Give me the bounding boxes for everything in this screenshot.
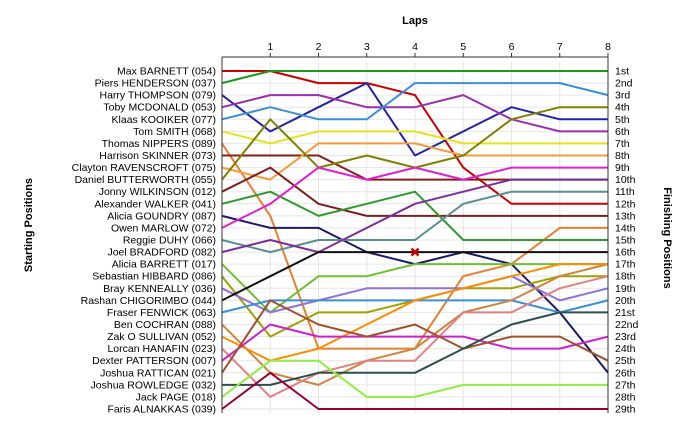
finishing-position-label: 26th [615,367,636,379]
starting-position-label: Thomas NIPPERS (089) [102,138,216,150]
starting-position-labels: Max BARNETT (054)Piers HENDERSON (037)Ha… [72,66,216,416]
finishing-position-label: 19th [615,283,636,295]
finishing-position-label: 13th [615,210,636,222]
starting-position-label: Zak O SULLIVAN (052) [107,331,216,343]
starting-position-label: Klaas KOOIKER (077) [112,114,216,126]
starting-position-label: Joshua ROWLEDGE (032) [91,379,216,391]
finishing-position-label: 16th [615,247,636,259]
series-line [222,311,608,386]
series-line [221,263,608,362]
starting-position-label: Jonny WILKINSON (012) [99,186,216,198]
x-axis-title: Laps [402,15,428,27]
axes [221,53,609,413]
series-line [221,178,608,254]
starting-position-label: Jack PAGE (018) [136,391,216,403]
series-line [222,70,608,205]
series-line [221,371,608,410]
starting-position-label: Bray KENNEALLY (036) [103,283,216,295]
finishing-position-label: 3rd [615,90,630,102]
x-tick-label: 8 [605,41,611,53]
starting-position-label: Joel BRADFORD (082) [107,247,216,259]
series-line [221,130,608,145]
finishing-position-label: 18th [615,271,636,283]
finishing-position-label: 8th [615,150,630,162]
finishing-position-label: 15th [615,235,636,247]
starting-position-label: Piers HENDERSON (037) [95,78,216,90]
x-tick-label: 2 [316,41,322,53]
finishing-position-label: 14th [615,222,636,234]
finishing-position-labels: 1st2nd3rd4th5th6th7th8th9th10th11th12th1… [615,66,639,416]
finishing-position-label: 1st [615,66,629,78]
starting-position-label: Daniel BUTTERWORTH (055) [75,174,216,186]
starting-position-label: Alicia BARRETT (017) [112,259,216,271]
finishing-position-label: 25th [615,355,636,367]
finishing-position-label: 11th [615,186,635,198]
finishing-position-label: 28th [615,391,636,403]
series-line [221,190,608,254]
starting-position-label: Rashan CHIGORIMBO (044) [81,295,216,307]
starting-position-label: Clayton RAVENSCROFT (075) [72,162,216,174]
series-line [221,142,608,181]
series-line [221,263,609,386]
series-lines [221,70,609,410]
starting-position-label: Dexter PATTERSON (007) [92,355,216,367]
x-tick-label: 4 [412,41,418,53]
annotations [410,247,420,257]
finishing-position-label: 5th [615,114,630,126]
series-line [221,94,608,133]
finishing-position-label: 27th [615,379,636,391]
finishing-position-label: 10th [615,174,636,186]
starting-position-label: Faris ALNAKKAS (039) [107,404,216,416]
starting-position-label: Fraser FENWICK (063) [107,307,216,319]
x-tick-label: 7 [557,41,563,53]
series-line [221,299,609,374]
finishing-position-label: 7th [615,138,630,150]
starting-position-label: Reggie DUHY (066) [123,235,216,247]
series-line [221,323,609,362]
starting-position-label: Joshua RATTICAN (021) [100,367,216,379]
finishing-position-label: 23rd [615,331,636,343]
finishing-position-label: 29th [615,404,636,416]
starting-position-label: Ben COCHRAN (088) [114,319,216,331]
starting-position-label: Max BARNETT (054) [117,66,216,78]
finishing-position-label: 17th [615,259,636,271]
starting-position-label: Tom SMITH (068) [133,126,216,138]
finishing-position-label: 6th [615,126,630,138]
starting-position-label: Sebastian HIBBARD (086) [92,271,216,283]
series-line [221,190,608,241]
finishing-position-label: 2nd [615,78,633,90]
series-line [221,82,608,157]
starting-position-label: Alicia GOUNDRY (087) [107,210,216,222]
starting-position-label: Owen MARLOW (072) [111,222,216,234]
starting-position-label: Harry THOMPSON (079) [100,90,217,102]
right-axis-title: Finishing Positions [661,187,673,288]
finishing-position-label: 4th [615,102,630,114]
series-line [221,275,609,398]
starting-position-label: Alexander WALKER (041) [94,198,216,210]
series-line [221,82,609,121]
series-line [221,359,608,398]
series-line [221,166,608,217]
finishing-position-label: 24th [615,343,636,355]
finishing-position-label: 20th [615,295,636,307]
x-tick-label: 5 [460,41,466,53]
x-tick-label: 3 [364,41,370,53]
finishing-position-label: 22nd [615,319,639,331]
x-tick-label: 6 [509,41,515,53]
x-tick-labels: 1 2 3 4 5 6 7 8 [267,41,611,53]
finishing-position-label: 9th [615,162,630,174]
x-tick-label: 1 [267,41,273,53]
left-axis-title: Starting Positions [23,178,35,272]
retired-marker [410,247,420,257]
starting-position-label: Toby MCDONALD (053) [103,102,216,114]
starting-position-label: Lorcan HANAFIN (023) [107,343,216,355]
finishing-position-label: 12th [615,198,636,210]
finishing-position-label: 21st [615,307,635,319]
series-line [221,70,608,85]
starting-position-label: Harrison SKINNER (073) [99,150,216,162]
series-line [221,166,608,229]
